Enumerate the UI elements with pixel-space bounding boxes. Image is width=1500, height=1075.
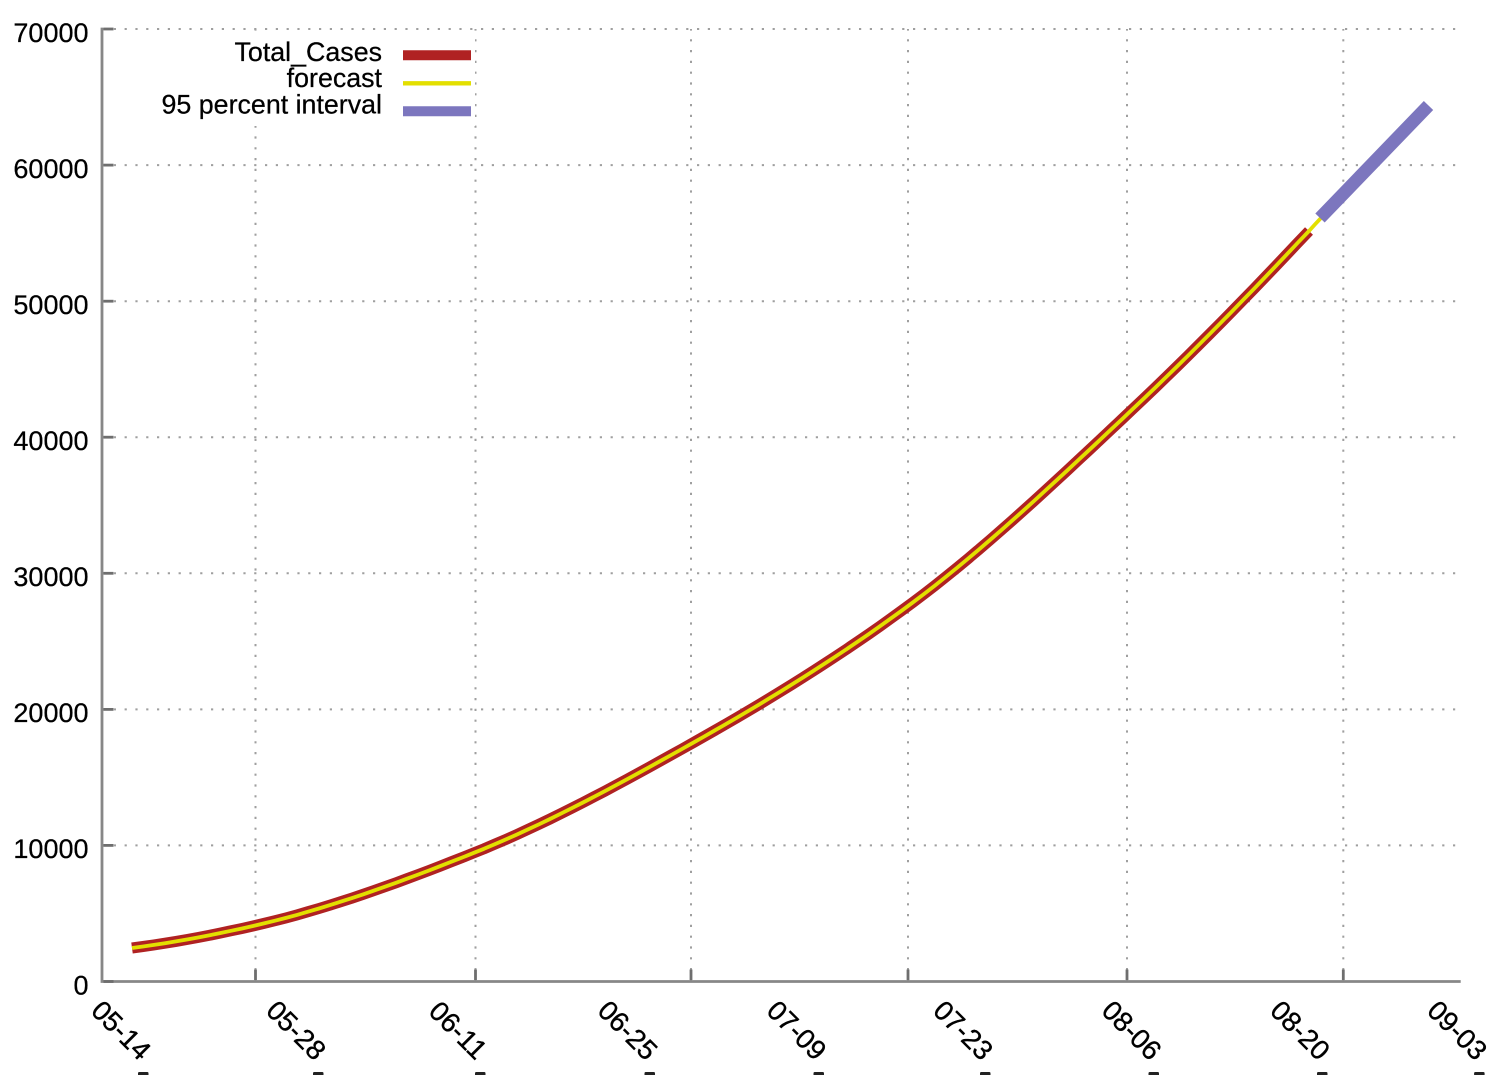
svg-text:forecast: forecast: [287, 63, 383, 93]
svg-text:50000: 50000: [13, 290, 88, 320]
svg-text:60000: 60000: [13, 154, 88, 184]
svg-text:30000: 30000: [13, 562, 88, 592]
svg-text:Total_Cases: Total_Cases: [235, 37, 382, 67]
svg-text:10000: 10000: [13, 834, 88, 864]
svg-text:40000: 40000: [13, 426, 88, 456]
svg-text:0: 0: [73, 970, 88, 1000]
svg-text:70000: 70000: [13, 18, 88, 48]
svg-text:20000: 20000: [13, 698, 88, 728]
svg-text:95 percent interval: 95 percent interval: [162, 90, 382, 120]
